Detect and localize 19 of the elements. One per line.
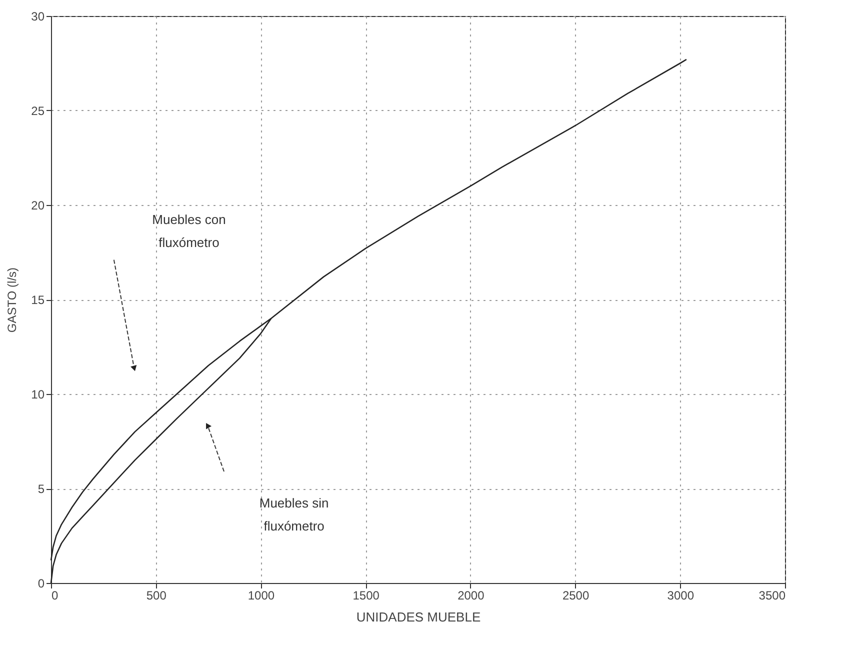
x-tick-label: 0 bbox=[52, 588, 58, 602]
y-tick-label: 20 bbox=[31, 198, 45, 212]
x-tick-label: 3000 bbox=[667, 588, 694, 602]
y-tick-label: 10 bbox=[31, 388, 45, 402]
x-tick-label: 3500 bbox=[758, 588, 786, 602]
x-tick-label: 2000 bbox=[458, 588, 485, 602]
y-tick-label: 30 bbox=[31, 10, 45, 24]
x-tick-label: 1500 bbox=[352, 588, 380, 602]
annotation: Muebles sin fluxómetro bbox=[259, 496, 329, 534]
x-axis-title: UNIDADES MUEBLE bbox=[356, 610, 481, 624]
annotation: Muebles con fluxómetro bbox=[152, 212, 226, 250]
x-tick-label: 1000 bbox=[248, 588, 275, 602]
x-tick-label: 500 bbox=[146, 588, 167, 602]
y-tick-label: 15 bbox=[31, 293, 45, 307]
x-tick-label: 2500 bbox=[562, 588, 590, 602]
y-tick-label: 0 bbox=[38, 576, 45, 590]
y-tick-label: 5 bbox=[38, 482, 45, 496]
y-tick-label: 25 bbox=[31, 104, 45, 118]
y-axis-title: GASTO (l/s) bbox=[5, 267, 20, 333]
